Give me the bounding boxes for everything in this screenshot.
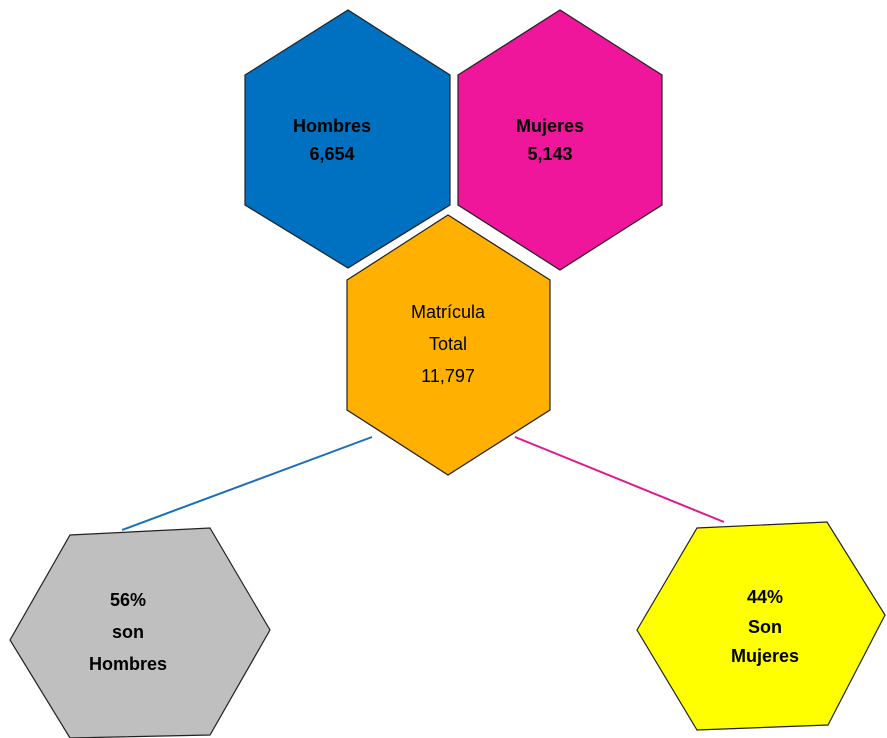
node-label: Son: [748, 617, 782, 637]
node-label: Mujeres: [731, 646, 799, 666]
node-label: 44%: [747, 587, 783, 607]
connector: [514, 436, 725, 523]
node-label: Mujeres: [516, 116, 584, 136]
node-label: Total: [429, 334, 467, 354]
node-label: Hombres: [89, 654, 167, 674]
node-label: Hombres: [293, 116, 371, 136]
node-label: son: [112, 622, 144, 642]
connector: [121, 436, 373, 531]
hexagon: [346, 214, 551, 476]
hexagon: [244, 9, 451, 269]
hexagon: [457, 9, 663, 271]
node-label: 11,797: [421, 366, 475, 386]
hexagon: [636, 521, 886, 731]
hexagon: [9, 527, 271, 738]
node-label: 6,654: [309, 144, 354, 164]
node-label: Matrícula: [411, 302, 486, 322]
node-label: 5,143: [527, 144, 572, 164]
node-label: 56%: [110, 590, 146, 610]
